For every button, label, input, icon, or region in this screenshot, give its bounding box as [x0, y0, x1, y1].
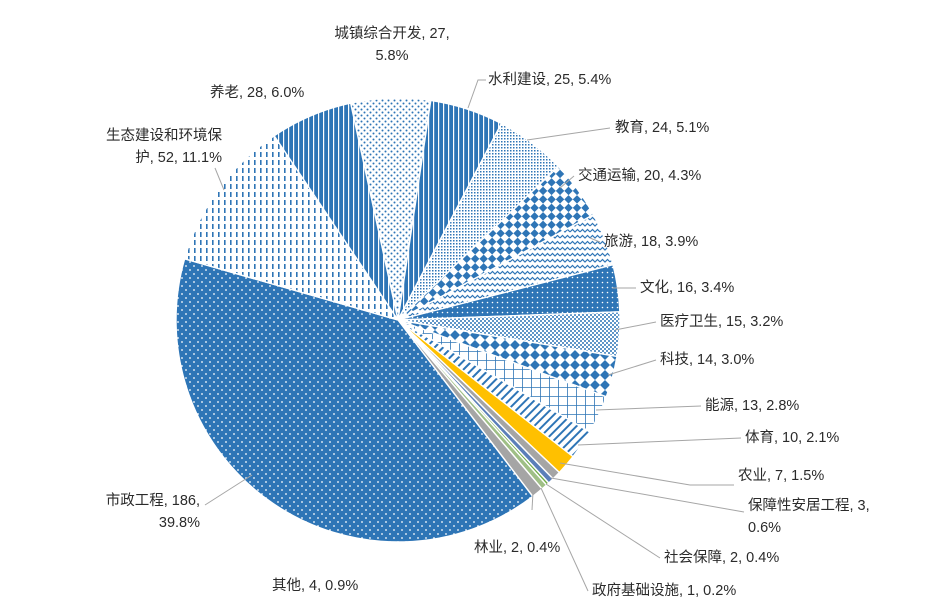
data-label-城镇综合开发: 城镇综合开发, 27, 5.8% [334, 25, 449, 64]
data-label-社会保障: 社会保障, 2, 0.4% [664, 548, 779, 566]
data-label-体育: 体育, 10, 2.1% [745, 429, 839, 446]
data-label-保障性安居工程: 保障性安居工程, 3, 0.6% [748, 496, 870, 536]
leader-line-林业 [531, 491, 534, 511]
leader-line-水利建设 [467, 79, 486, 109]
leader-line-市政工程 [204, 474, 253, 506]
data-label-旅游: 旅游, 18, 3.9% [604, 233, 698, 250]
data-label-水利建设: 水利建设, 25, 5.4% [488, 71, 611, 88]
data-label-政府基础设施: 政府基础设施, 1, 0.2% [592, 582, 736, 599]
data-label-文化: 文化, 16, 3.4% [640, 279, 734, 296]
pie-slice-市政工程 [175, 257, 534, 543]
leader-line-科技 [607, 359, 657, 376]
leader-line-体育 [577, 437, 742, 446]
pie-slice-养老 [273, 102, 399, 321]
data-label-科技: 科技, 14, 3.0% [660, 351, 754, 368]
leader-line-政府基础设施 [540, 487, 589, 592]
data-label-市政工程: 市政工程, 186, 39.8% [106, 492, 200, 531]
data-label-养老: 养老, 28, 6.0% [210, 84, 304, 101]
leader-line-生态建设和环境保护 [214, 167, 225, 191]
data-label-农业: 农业, 7, 1.5% [738, 467, 824, 484]
leader-line-医疗卫生 [614, 321, 657, 331]
data-label-交通运输: 交通运输, 20, 4.3% [578, 166, 701, 184]
leader-line-保障性安居工程 [550, 477, 745, 513]
data-label-林业: 林业, 2, 0.4% [474, 539, 560, 556]
leader-line-教育 [526, 127, 611, 141]
pie-slice-生态建设和环境保护 [183, 134, 400, 322]
leader-line-交通运输 [559, 175, 575, 189]
leader-line-能源 [595, 405, 702, 411]
data-label-生态建设和环境保护: 生态建设和环境保护, 52, 11.1% [106, 126, 222, 166]
leader-line-农业 [559, 462, 734, 486]
data-label-医疗卫生: 医疗卫生, 15, 3.2% [660, 313, 783, 330]
leader-line-社会保障 [545, 483, 661, 559]
data-label-教育: 教育, 24, 5.1% [615, 119, 709, 136]
data-label-其他: 其他, 4, 0.9% [272, 577, 358, 594]
leader-line-旅游 [589, 237, 601, 243]
data-label-能源: 能源, 13, 2.8% [705, 397, 799, 414]
